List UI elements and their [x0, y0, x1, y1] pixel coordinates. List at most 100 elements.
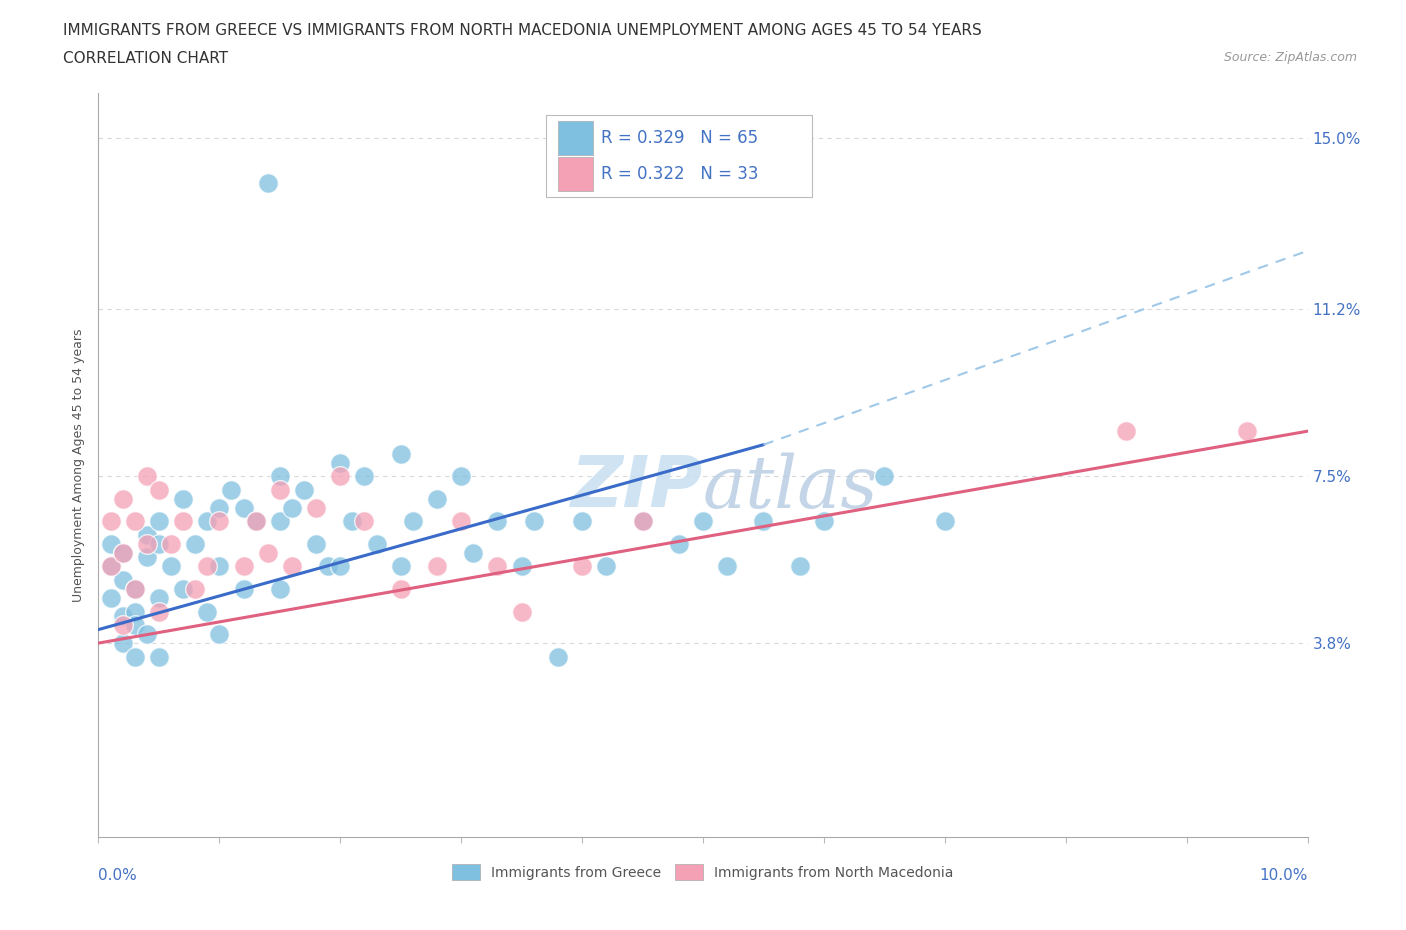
Point: [450, 514, 472, 529]
Point: [124, 604, 146, 619]
Point: [256, 546, 278, 561]
Point: [111, 573, 134, 588]
Point: [353, 469, 375, 484]
Point: [135, 537, 157, 551]
Point: [450, 469, 472, 484]
Point: [111, 546, 134, 561]
Text: 0.0%: 0.0%: [98, 868, 138, 883]
Point: [426, 491, 449, 506]
Point: [135, 469, 157, 484]
Point: [523, 514, 546, 529]
Point: [389, 446, 412, 461]
Point: [184, 537, 207, 551]
FancyBboxPatch shape: [558, 121, 593, 155]
Point: [752, 514, 775, 529]
Point: [305, 500, 328, 515]
FancyBboxPatch shape: [558, 157, 593, 192]
Point: [100, 514, 122, 529]
Point: [148, 537, 170, 551]
Point: [571, 559, 593, 574]
Point: [292, 483, 315, 498]
Point: [195, 514, 218, 529]
Point: [148, 591, 170, 605]
Point: [281, 559, 304, 574]
Point: [789, 559, 811, 574]
Y-axis label: Unemployment Among Ages 45 to 54 years: Unemployment Among Ages 45 to 54 years: [72, 328, 86, 602]
Point: [124, 618, 146, 632]
Point: [172, 581, 194, 596]
Text: CORRELATION CHART: CORRELATION CHART: [63, 51, 228, 66]
Point: [232, 559, 254, 574]
Point: [124, 581, 146, 596]
Point: [510, 559, 533, 574]
Text: Source: ZipAtlas.com: Source: ZipAtlas.com: [1223, 51, 1357, 64]
Point: [221, 483, 243, 498]
Point: [510, 604, 533, 619]
Point: [100, 537, 122, 551]
Point: [124, 649, 146, 664]
Point: [160, 559, 183, 574]
Point: [1236, 424, 1258, 439]
Point: [232, 500, 254, 515]
Point: [195, 559, 218, 574]
Point: [463, 546, 485, 561]
Point: [160, 537, 183, 551]
Point: [353, 514, 375, 529]
Text: ZIP: ZIP: [571, 453, 703, 522]
Point: [631, 514, 654, 529]
Point: [111, 608, 134, 623]
Point: [148, 483, 170, 498]
Point: [111, 618, 134, 632]
FancyBboxPatch shape: [546, 115, 811, 197]
Text: 10.0%: 10.0%: [1260, 868, 1308, 883]
Point: [111, 546, 134, 561]
Point: [100, 591, 122, 605]
Point: [111, 636, 134, 651]
Point: [329, 469, 352, 484]
Point: [934, 514, 956, 529]
Point: [245, 514, 267, 529]
Point: [269, 581, 291, 596]
Point: [135, 550, 157, 565]
Text: R = 0.329   N = 65: R = 0.329 N = 65: [602, 129, 759, 147]
Point: [172, 491, 194, 506]
Point: [245, 514, 267, 529]
Point: [269, 483, 291, 498]
Point: [389, 581, 412, 596]
Point: [547, 649, 569, 664]
Point: [486, 559, 509, 574]
Legend: Immigrants from Greece, Immigrants from North Macedonia: Immigrants from Greece, Immigrants from …: [447, 858, 959, 886]
Point: [692, 514, 714, 529]
Point: [668, 537, 690, 551]
Point: [631, 514, 654, 529]
Point: [595, 559, 617, 574]
Point: [305, 537, 328, 551]
Point: [269, 469, 291, 484]
Text: R = 0.322   N = 33: R = 0.322 N = 33: [602, 166, 759, 183]
Point: [281, 500, 304, 515]
Point: [873, 469, 896, 484]
Point: [184, 581, 207, 596]
Point: [329, 559, 352, 574]
Point: [269, 514, 291, 529]
Point: [342, 514, 364, 529]
Point: [135, 627, 157, 642]
Point: [111, 491, 134, 506]
Point: [232, 581, 254, 596]
Point: [135, 527, 157, 542]
Point: [366, 537, 388, 551]
Point: [172, 514, 194, 529]
Point: [148, 604, 170, 619]
Point: [124, 581, 146, 596]
Point: [316, 559, 339, 574]
Point: [329, 456, 352, 471]
Point: [402, 514, 425, 529]
Point: [813, 514, 835, 529]
Point: [124, 514, 146, 529]
Point: [100, 559, 122, 574]
Point: [426, 559, 449, 574]
Point: [256, 176, 278, 191]
Point: [148, 649, 170, 664]
Point: [1115, 424, 1137, 439]
Point: [389, 559, 412, 574]
